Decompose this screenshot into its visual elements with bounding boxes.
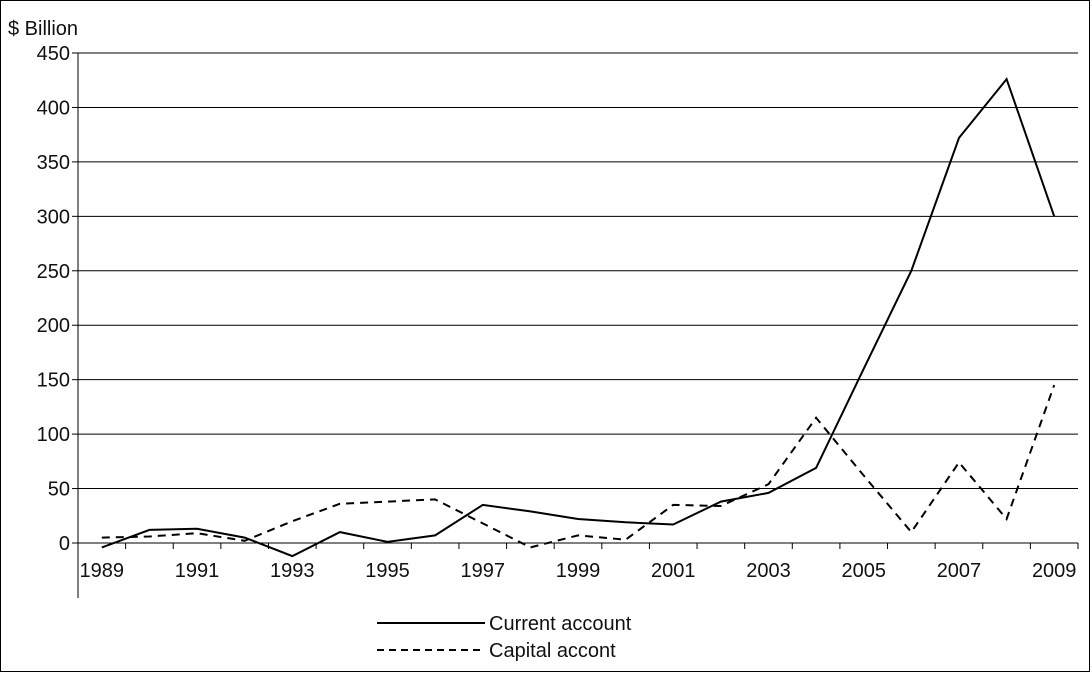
y-tick-label: 150 xyxy=(37,370,70,392)
legend-label-current-account: Current account xyxy=(489,613,632,635)
x-tick-label: 2005 xyxy=(841,560,886,582)
x-tick-label: 1989 xyxy=(80,560,125,582)
x-tick-label: 1997 xyxy=(461,560,506,582)
x-tick-label: 1991 xyxy=(175,560,220,582)
x-tick-label: 2001 xyxy=(651,560,696,582)
series-lines xyxy=(101,77,1056,558)
x-tick-label: 1999 xyxy=(556,560,601,582)
x-tick-label: 2009 xyxy=(1032,560,1077,582)
axes xyxy=(72,52,1079,598)
y-tick-label: 350 xyxy=(37,152,70,174)
series-line-capital-accont xyxy=(101,384,1056,549)
y-tick-label: 50 xyxy=(48,479,70,501)
gridlines xyxy=(78,52,1078,490)
y-tick-label: 300 xyxy=(37,206,70,228)
y-tick-labels: 0 50 100 150 200 250 300 350 400 450 xyxy=(37,43,70,555)
x-tick-label: 1993 xyxy=(270,560,315,582)
y-tick-label: 400 xyxy=(37,97,70,119)
legend-label-capital-account: Capital accont xyxy=(489,640,616,662)
x-tick-label: 2007 xyxy=(937,560,982,582)
legend: Current account Capital accont xyxy=(377,613,632,662)
y-tick-label: 200 xyxy=(37,315,70,337)
y-tick-label: 450 xyxy=(37,43,70,65)
x-tick-label: 1995 xyxy=(365,560,410,582)
x-tick-label: 2003 xyxy=(746,560,791,582)
y-tick-label: 100 xyxy=(37,424,70,446)
series-line-current-account xyxy=(101,77,1056,558)
y-tick-label: 250 xyxy=(37,261,70,283)
y-axis-label: $ Billion xyxy=(8,18,78,40)
x-tick-labels: 1989 1991 1993 1995 1997 1999 2001 2003 2005 2007… xyxy=(80,560,1077,582)
y-tick-label: 0 xyxy=(59,533,70,555)
